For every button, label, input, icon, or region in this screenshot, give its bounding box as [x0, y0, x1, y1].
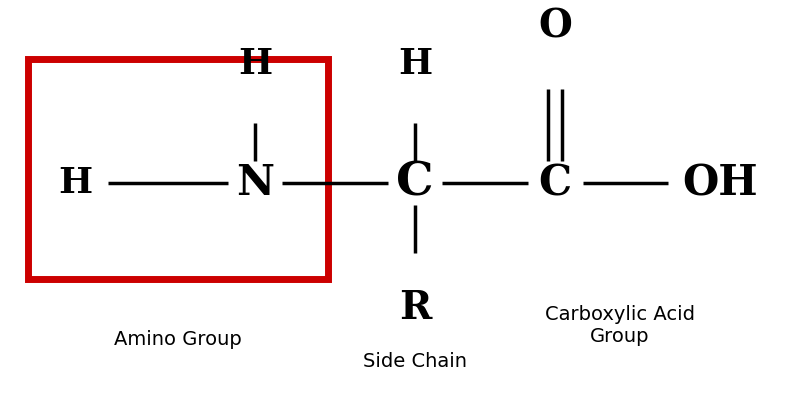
- Text: C: C: [396, 160, 434, 206]
- Text: R: R: [399, 289, 431, 327]
- Text: H: H: [238, 47, 272, 81]
- Text: H: H: [58, 166, 92, 200]
- Text: Side Chain: Side Chain: [363, 352, 467, 371]
- Text: OH: OH: [682, 162, 758, 204]
- Text: O: O: [538, 8, 572, 46]
- Text: Carboxylic Acid
Group: Carboxylic Acid Group: [545, 305, 695, 346]
- Bar: [28, 59, 328, 279]
- Text: Amino Group: Amino Group: [114, 330, 242, 349]
- Text: C: C: [538, 162, 571, 204]
- Text: N: N: [236, 162, 274, 204]
- Text: H: H: [398, 47, 432, 81]
